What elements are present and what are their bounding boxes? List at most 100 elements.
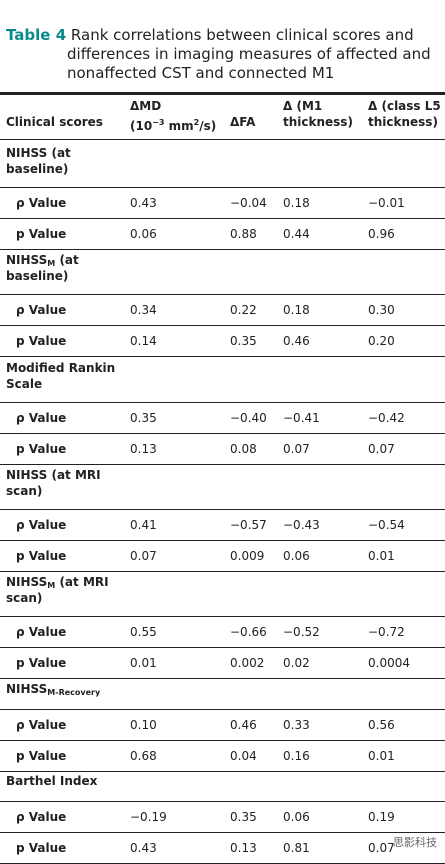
row-label: ρ Value <box>16 303 67 317</box>
cell-m1: 0.33 <box>283 718 310 732</box>
table-row: p Value 0.68 0.04 0.16 0.01 <box>0 741 445 771</box>
row-rule <box>0 218 445 219</box>
section-title-line2: baseline) <box>6 269 69 283</box>
section-rule <box>0 402 445 403</box>
cell-md: 0.43 <box>130 196 157 210</box>
header-fa: ΔFA <box>230 115 256 129</box>
table-row: ρ Value −0.19 0.35 0.06 0.19 <box>0 802 445 832</box>
row-label: p Value <box>16 656 67 670</box>
row-label: p Value <box>16 749 67 763</box>
row-label: p Value <box>16 227 67 241</box>
cell-l5: 0.96 <box>368 227 395 241</box>
row-rule <box>0 464 445 465</box>
section-heading: NIHSSM (at MRI scan) <box>0 575 445 609</box>
section-title-line2: scan) <box>6 484 43 498</box>
row-rule <box>0 740 445 741</box>
section-title: NIHSSM (at MRI <box>6 575 109 590</box>
row-label: ρ Value <box>16 518 67 532</box>
row-rule <box>0 325 445 326</box>
section-rule <box>0 187 445 188</box>
cell-fa: −0.40 <box>230 411 267 425</box>
cell-md: 0.68 <box>130 749 157 763</box>
row-rule <box>0 356 445 357</box>
row-rule <box>0 647 445 648</box>
cell-fa: 0.35 <box>230 334 257 348</box>
row-label: p Value <box>16 549 67 563</box>
cell-l5: 0.07 <box>368 442 395 456</box>
caption-text-1: Rank correlations between clinical score… <box>70 26 414 44</box>
cell-fa: −0.66 <box>230 625 267 639</box>
cell-m1: −0.43 <box>283 518 320 532</box>
table-row: ρ Value 0.35 −0.40 −0.41 −0.42 <box>0 403 445 433</box>
table-row: ρ Value 0.34 0.22 0.18 0.30 <box>0 295 445 325</box>
watermark: 思影科技 <box>393 836 437 849</box>
cell-l5: −0.42 <box>368 411 405 425</box>
cell-m1: −0.52 <box>283 625 320 639</box>
table-row: p Value 0.07 0.009 0.06 0.01 <box>0 541 445 571</box>
header-rule <box>0 139 445 140</box>
cell-fa: 0.002 <box>230 656 265 670</box>
row-rule <box>0 771 445 772</box>
section-title: Barthel Index <box>6 774 98 788</box>
section-heading: NIHSSM-Recovery <box>0 682 445 702</box>
cell-l5: −0.01 <box>368 196 405 210</box>
section-title: NIHSSM-Recovery <box>6 682 101 697</box>
cell-fa: 0.04 <box>230 749 257 763</box>
section-title-line2: scan) <box>6 591 43 605</box>
section-heading: Modified Rankin Scale <box>0 361 445 395</box>
cell-m1: 0.02 <box>283 656 310 670</box>
cell-l5: 0.56 <box>368 718 395 732</box>
cell-md: −0.19 <box>130 810 167 824</box>
section-heading: NIHSSM (at baseline) <box>0 253 445 287</box>
section-title: Modified Rankin <box>6 361 116 375</box>
cell-md: 0.34 <box>130 303 157 317</box>
section-rule <box>0 801 445 802</box>
cell-m1: 0.06 <box>283 549 310 563</box>
cell-l5: 0.30 <box>368 303 395 317</box>
row-label: ρ Value <box>16 196 67 210</box>
cell-fa: 0.08 <box>230 442 257 456</box>
cell-m1: 0.81 <box>283 841 310 855</box>
table-row: ρ Value 0.55 −0.66 −0.52 −0.72 <box>0 617 445 647</box>
row-rule <box>0 540 445 541</box>
caption-line-1: Table 4 Rank correlations between clinic… <box>6 26 414 45</box>
caption-line-2: differences in imaging measures of affec… <box>67 45 431 63</box>
header-row: Clinical scores ΔMD (10−3 mm2/s) ΔFA Δ (… <box>0 99 445 135</box>
cell-md: 0.55 <box>130 625 157 639</box>
cell-m1: 0.44 <box>283 227 310 241</box>
cell-fa: 0.46 <box>230 718 257 732</box>
cell-l5: 0.01 <box>368 749 395 763</box>
section-title: NIHSS (at <box>6 146 71 160</box>
header-clinical-scores: Clinical scores <box>6 115 103 129</box>
section-heading: NIHSS (at MRI scan) <box>0 468 445 502</box>
cell-md: 0.43 <box>130 841 157 855</box>
section-heading: NIHSS (at baseline) <box>0 146 445 180</box>
cell-fa: 0.35 <box>230 810 257 824</box>
header-l5-line2: thickness) <box>368 115 438 129</box>
row-label: p Value <box>16 442 67 456</box>
cell-md: 0.10 <box>130 718 157 732</box>
header-l5-line1: Δ (class L5 <box>368 99 441 113</box>
top-rule <box>0 92 445 95</box>
cell-md: 0.01 <box>130 656 157 670</box>
cell-md: 0.41 <box>130 518 157 532</box>
cell-m1: 0.18 <box>283 196 310 210</box>
cell-fa: −0.04 <box>230 196 267 210</box>
section-title-line2: baseline) <box>6 162 69 176</box>
table-row: p Value 0.06 0.88 0.44 0.96 <box>0 219 445 249</box>
cell-md: 0.07 <box>130 549 157 563</box>
cell-m1: 0.07 <box>283 442 310 456</box>
section-title: NIHSSM (at <box>6 253 79 268</box>
cell-md: 0.14 <box>130 334 157 348</box>
row-label: ρ Value <box>16 411 67 425</box>
row-label: p Value <box>16 841 67 855</box>
table-row: p Value 0.43 0.13 0.81 0.07 <box>0 833 445 863</box>
table-label: Table 4 <box>6 26 67 44</box>
row-rule <box>0 832 445 833</box>
cell-md: 0.13 <box>130 442 157 456</box>
cell-l5: 0.20 <box>368 334 395 348</box>
section-heading: Barthel Index <box>0 774 445 794</box>
caption-line-3: nonaffected CST and connected M1 <box>67 64 335 82</box>
cell-fa: 0.88 <box>230 227 257 241</box>
cell-fa: −0.57 <box>230 518 267 532</box>
